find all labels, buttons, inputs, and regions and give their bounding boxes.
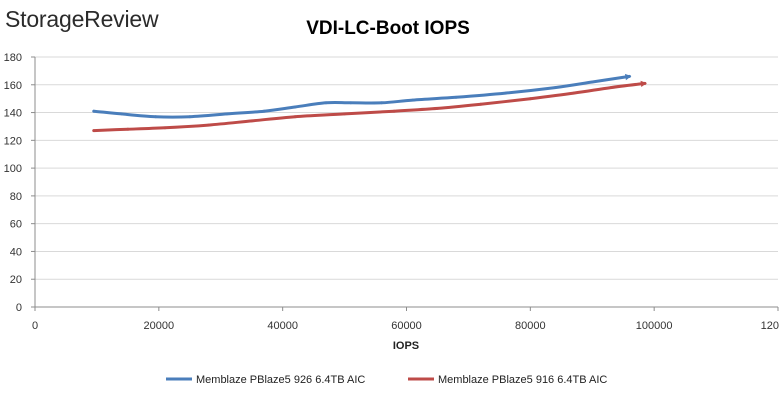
data-point-series-1 bbox=[92, 109, 96, 113]
data-point-series-1 bbox=[411, 98, 415, 102]
x-axis-title: IOPS bbox=[393, 340, 419, 352]
y-tick-label: 140 bbox=[4, 108, 22, 120]
y-tick-label: 20 bbox=[10, 274, 22, 286]
x-tick-label: 60000 bbox=[391, 320, 422, 332]
series-line-2 bbox=[92, 81, 647, 133]
data-point-series-2 bbox=[207, 123, 210, 127]
y-tick-label: 60 bbox=[10, 219, 22, 231]
data-point-series-1 bbox=[188, 115, 192, 119]
y-tick-label: 100 bbox=[4, 163, 22, 175]
data-point-series-1 bbox=[225, 112, 229, 116]
y-tick-label: 0 bbox=[16, 302, 22, 314]
x-tick-label: 40000 bbox=[267, 320, 298, 332]
data-point-series-1 bbox=[293, 105, 297, 109]
series-end-marker-1 bbox=[624, 73, 632, 81]
data-point-series-2 bbox=[126, 127, 130, 131]
data-point-series-1 bbox=[154, 115, 158, 119]
storagereview-logo: StorageReview bbox=[5, 6, 159, 32]
data-point-series-2 bbox=[609, 86, 613, 89]
data-point-series-2 bbox=[293, 115, 297, 119]
data-point-series-2 bbox=[572, 91, 576, 95]
data-point-series-2 bbox=[392, 109, 396, 113]
data-point-series-2 bbox=[343, 112, 346, 116]
x-axis-ticks: 0 20000 40000 60000 80000 100000 120 bbox=[32, 307, 779, 332]
data-point-series-1 bbox=[590, 80, 594, 84]
y-tick-label: 80 bbox=[10, 191, 22, 203]
data-point-series-1 bbox=[349, 101, 353, 105]
data-point-series-1 bbox=[120, 112, 124, 116]
data-point-series-1 bbox=[380, 101, 384, 105]
x-tick-label: 100000 bbox=[636, 320, 673, 332]
legend-label-series-1: Memblaze PBlaze5 926 6.4TB AIC bbox=[196, 374, 365, 386]
x-tick-label: 120 bbox=[761, 320, 779, 332]
data-point-series-2 bbox=[436, 107, 439, 110]
data-point-series-2 bbox=[479, 102, 483, 106]
data-point-series-2 bbox=[528, 97, 532, 101]
axes-layer bbox=[34, 57, 778, 308]
data-point-series-1 bbox=[262, 109, 266, 113]
data-point-series-1 bbox=[553, 86, 557, 89]
legend-label-series-2: Memblaze PBlaze5 916 6.4TB AIC bbox=[438, 374, 607, 386]
x-tick-label: 20000 bbox=[144, 320, 175, 332]
y-tick-label: 160 bbox=[4, 80, 22, 92]
series-line-1 bbox=[92, 74, 631, 119]
legend: Memblaze PBlaze5 926 6.4TB AIC Memblaze … bbox=[166, 374, 607, 386]
data-point-series-2 bbox=[163, 126, 167, 130]
y-tick-label: 180 bbox=[4, 52, 22, 64]
y-tick-label: 40 bbox=[10, 246, 22, 258]
x-tick-label: 0 bbox=[32, 320, 38, 332]
grid-layer bbox=[35, 56, 778, 280]
data-point-series-1 bbox=[454, 95, 458, 99]
chart-title: VDI-LC-Boot IOPS bbox=[306, 18, 470, 39]
y-axis-ticks: 0 20 40 60 80 100 120 140 160 180 bbox=[4, 52, 35, 314]
series-layer bbox=[92, 73, 647, 133]
data-point-series-1 bbox=[504, 91, 507, 95]
data-point-series-2 bbox=[92, 129, 96, 133]
x-tick-label: 80000 bbox=[515, 320, 546, 332]
data-point-series-2 bbox=[250, 119, 254, 123]
series-end-marker-2 bbox=[640, 80, 647, 88]
data-point-series-1 bbox=[324, 101, 328, 105]
y-tick-label: 120 bbox=[4, 135, 22, 147]
